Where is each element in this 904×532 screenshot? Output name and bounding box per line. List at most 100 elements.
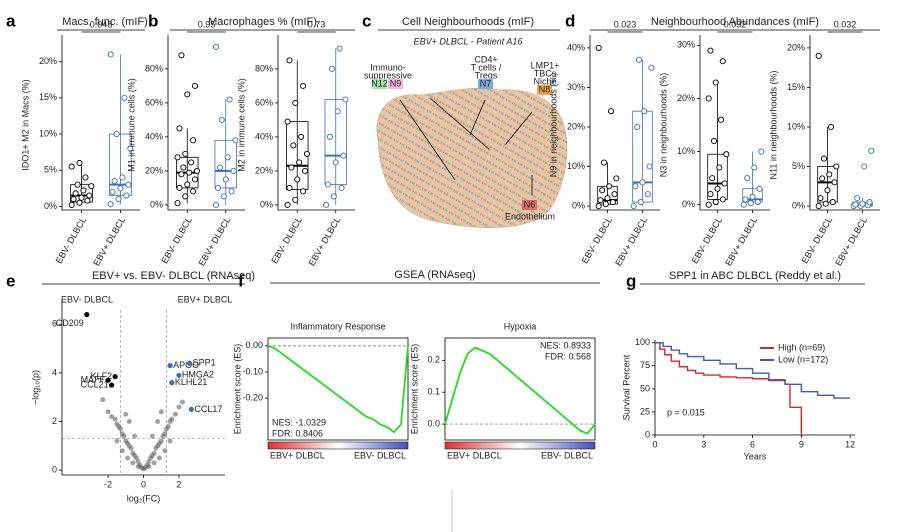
data-point bbox=[86, 192, 93, 199]
data-point bbox=[292, 99, 299, 106]
data-point bbox=[296, 159, 303, 166]
region-tag-box bbox=[537, 85, 552, 95]
data-point bbox=[172, 411, 178, 417]
data-point bbox=[747, 200, 754, 207]
legend-label: Low (n=172) bbox=[778, 354, 828, 364]
data-point bbox=[646, 163, 653, 170]
data-point bbox=[174, 200, 181, 207]
data-point bbox=[149, 433, 155, 439]
point-label: CD209 bbox=[56, 318, 84, 328]
data-point bbox=[326, 133, 333, 140]
data-point bbox=[105, 409, 111, 415]
data-point bbox=[117, 185, 124, 192]
data-point bbox=[74, 181, 81, 188]
survival-curve bbox=[655, 342, 851, 399]
pvalue: 0.032 bbox=[834, 19, 857, 29]
data-point bbox=[284, 201, 291, 208]
data-point bbox=[188, 159, 195, 166]
data-point bbox=[613, 175, 620, 182]
data-point bbox=[76, 199, 83, 206]
data-point bbox=[169, 416, 175, 422]
region-label: LMP1+ bbox=[531, 60, 560, 70]
data-point bbox=[212, 201, 220, 208]
y-tick-label: 6 bbox=[52, 319, 57, 329]
y-tick-label: 0.2 bbox=[427, 355, 440, 365]
y-tick-label: 5% bbox=[792, 161, 805, 171]
x-tick-label: EBV+ DLBCL bbox=[91, 215, 127, 267]
y-tick-label: 0% bbox=[44, 201, 57, 211]
rank-label: EBV- DLBCL bbox=[354, 450, 406, 460]
data-point bbox=[112, 416, 118, 422]
data-point bbox=[184, 91, 191, 98]
panel-letter: d bbox=[565, 11, 575, 30]
y-axis-label: N9 in neighbourhoods (%) bbox=[548, 73, 558, 178]
data-point bbox=[288, 164, 295, 171]
axes bbox=[167, 35, 245, 211]
data-point bbox=[714, 185, 721, 192]
x-tick-label: -2 bbox=[104, 479, 112, 489]
image-title: Cell Neighbourhoods (mIF) bbox=[402, 16, 534, 28]
x-tick-label: 0 bbox=[141, 479, 146, 489]
y-axis-label: M1 in immune cells (%) bbox=[126, 78, 136, 172]
y-tick-label: 100 bbox=[635, 337, 650, 347]
point-label: MAFF bbox=[81, 375, 106, 385]
data-point bbox=[158, 409, 164, 415]
annotation: NES: 0.8933 bbox=[540, 340, 591, 350]
data-point bbox=[634, 123, 641, 131]
pvalue: p = 0.015 bbox=[667, 407, 705, 417]
y-axis-label: Enrichment score (ES) bbox=[232, 344, 242, 435]
region-tag: N9 bbox=[390, 78, 402, 88]
data-point bbox=[70, 196, 77, 203]
y-tick-label: 40% bbox=[145, 131, 163, 141]
data-point bbox=[648, 64, 655, 71]
x-tick-label: 12 bbox=[845, 439, 855, 449]
y-axis-label: IDO1+ M2 in Macs (%) bbox=[20, 79, 30, 170]
data-point bbox=[340, 152, 347, 159]
data-point bbox=[186, 169, 193, 176]
y-tick-label: 0 bbox=[645, 429, 650, 439]
data-point bbox=[831, 179, 838, 186]
y-tick-label: -0.10 bbox=[242, 366, 263, 376]
panel-title: Macs. func. (mIF) bbox=[62, 16, 148, 28]
frame bbox=[444, 337, 596, 441]
region-tag: N6 bbox=[524, 199, 536, 209]
data-point bbox=[815, 52, 822, 59]
data-point bbox=[178, 171, 185, 178]
data-point bbox=[127, 145, 134, 152]
data-point bbox=[712, 198, 719, 206]
x-tick-label: EBV- DLBCL bbox=[269, 215, 304, 265]
y-tick-label: 25 bbox=[640, 406, 650, 416]
axes bbox=[699, 35, 770, 211]
data-point bbox=[125, 455, 131, 461]
data-point bbox=[826, 171, 833, 178]
x-tick-label: EBV+ DLBCL bbox=[723, 215, 759, 267]
panel-letter: g bbox=[626, 271, 636, 290]
y-axis-label: −log₁₀(p) bbox=[30, 370, 40, 405]
data-point bbox=[111, 178, 118, 185]
data-point bbox=[162, 431, 168, 437]
x-tick-label: 2 bbox=[176, 479, 181, 489]
y-tick-label: 20% bbox=[39, 56, 57, 66]
y-tick-label: 0 bbox=[52, 465, 57, 475]
data-point bbox=[833, 163, 840, 170]
group-label: EBV- DLBCL bbox=[61, 294, 113, 304]
data-point bbox=[220, 193, 227, 200]
data-point bbox=[334, 108, 341, 115]
subplot-title: Inflammatory Response bbox=[290, 321, 385, 331]
x-tick-label: EBV- DLBCL bbox=[580, 215, 615, 265]
region-label: Tregs bbox=[475, 70, 498, 80]
y-tick-label: 30% bbox=[677, 40, 695, 50]
y-tick-label: 2 bbox=[52, 416, 57, 426]
axes bbox=[589, 35, 660, 211]
data-point bbox=[852, 201, 859, 208]
pvalue: 0.73 bbox=[308, 19, 326, 29]
axes bbox=[277, 35, 355, 211]
data-point bbox=[742, 196, 749, 203]
data-point bbox=[167, 438, 173, 444]
y-tick-label: 40% bbox=[255, 131, 273, 141]
y-tick-label: 0% bbox=[150, 199, 163, 209]
region-tag: N7 bbox=[480, 78, 492, 88]
data-point bbox=[758, 148, 765, 155]
data-point bbox=[819, 175, 826, 182]
group-label: EBV+ DLBCL bbox=[178, 294, 233, 304]
